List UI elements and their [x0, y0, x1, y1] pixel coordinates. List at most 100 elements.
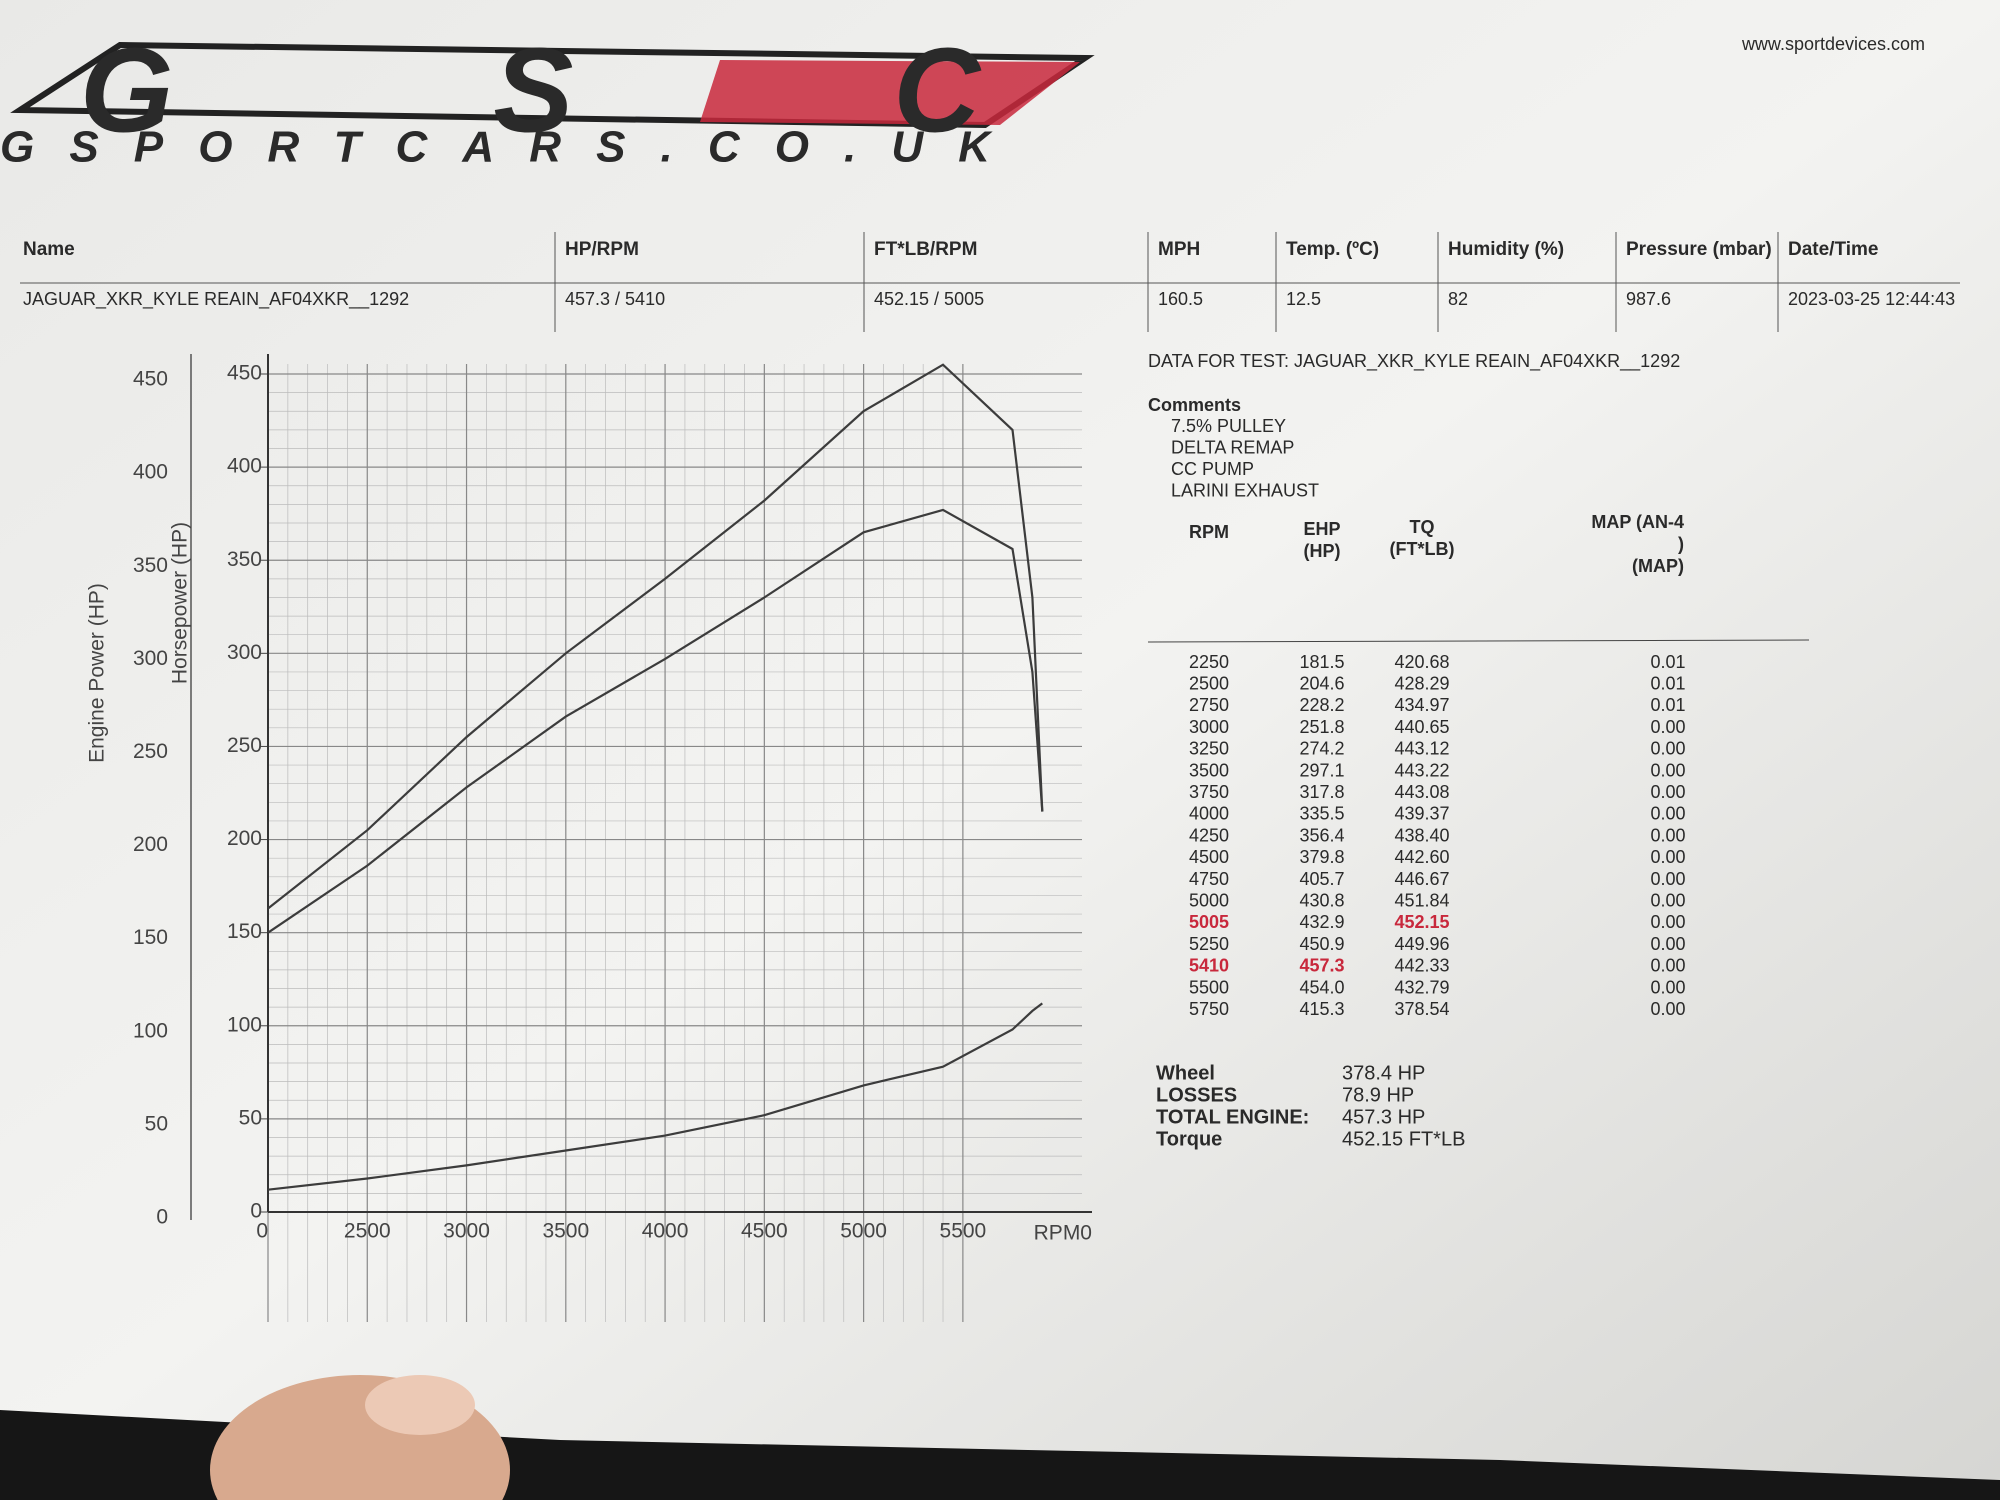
- y-tick-label: 50: [145, 1112, 168, 1135]
- table-cell: 415.3: [1299, 999, 1344, 1019]
- y2-tick-label: 250: [227, 734, 262, 757]
- summary-value: 378.4 HP: [1342, 1062, 1425, 1084]
- x-tick-label: 4000: [642, 1220, 689, 1243]
- table-cell: 2250: [1189, 652, 1229, 672]
- table-cell: 4750: [1189, 869, 1229, 889]
- table-cell: 0.01: [1650, 695, 1685, 715]
- table-cell: 0.00: [1650, 869, 1685, 889]
- summary-label: TOTAL ENGINE:: [1156, 1106, 1309, 1128]
- info-value: 457.3 / 5410: [565, 289, 665, 309]
- info-header: Pressure (mbar): [1626, 239, 1772, 260]
- table-cell: 5410: [1189, 956, 1229, 976]
- table-cell: 335.5: [1299, 804, 1344, 824]
- table-cell: 442.60: [1394, 847, 1449, 867]
- table-cell: 443.22: [1394, 760, 1449, 780]
- table-cell: 432.9: [1299, 912, 1344, 932]
- y-tick-label: 0: [156, 1206, 168, 1229]
- info-header: Temp. (ºC): [1286, 239, 1379, 260]
- info-value: 452.15 / 5005: [874, 289, 984, 309]
- y-tick-label: 350: [133, 554, 168, 577]
- content: Name JAGUAR_XKR_KYLE REAIN_AF04XKR__1292 H…: [20, 232, 1960, 1322]
- power-curve: [267, 508, 1044, 934]
- table-cell: 0.00: [1650, 760, 1685, 780]
- table-cell: 3000: [1189, 717, 1229, 737]
- info-value: JAGUAR_XKR_KYLE REAIN_AF04XKR__1292: [23, 289, 409, 310]
- summary-label: Torque: [1156, 1128, 1222, 1150]
- table-cell: 317.8: [1299, 782, 1344, 802]
- comments-title: Comments: [1148, 395, 1241, 415]
- x-tick-label: 3000: [443, 1220, 490, 1243]
- table-cell: 4000: [1189, 804, 1229, 824]
- table-cell: 442.33: [1394, 956, 1449, 976]
- y2-tick-label: 200: [227, 827, 262, 850]
- summary-label: LOSSES: [1156, 1084, 1237, 1106]
- table-header: EHP (HP): [1303, 519, 1340, 561]
- table-cell: 181.5: [1299, 652, 1344, 672]
- table-cell: 443.12: [1394, 739, 1449, 759]
- summary-value: 452.15 FT*LB: [1342, 1128, 1465, 1150]
- table-cell: 5250: [1189, 934, 1229, 954]
- table-cell: 5750: [1189, 999, 1229, 1019]
- y-tick-label: 400: [133, 461, 168, 484]
- table-cell: 5000: [1189, 890, 1229, 910]
- table-cell: 0.00: [1650, 825, 1685, 845]
- info-header: HP/RPM: [565, 239, 639, 260]
- table-cell: 0.00: [1650, 977, 1685, 997]
- table-cell: 4250: [1189, 825, 1229, 845]
- table-rule: [1147, 639, 1810, 643]
- info-header: Humidity (%): [1448, 239, 1564, 260]
- table-cell: 452.15: [1394, 912, 1449, 932]
- table-cell: 3250: [1189, 739, 1229, 759]
- table-header: RPM: [1189, 522, 1229, 542]
- y-tick-label: 250: [133, 740, 168, 763]
- table-cell: 2500: [1189, 673, 1229, 693]
- comment: 7.5% PULLEY: [1171, 416, 1286, 436]
- table-cell: 3500: [1189, 760, 1229, 780]
- table-cell: 0.00: [1650, 956, 1685, 976]
- table-cell: 0.01: [1650, 673, 1685, 693]
- info-header: Date/Time: [1788, 239, 1878, 260]
- table-cell: 356.4: [1299, 825, 1344, 845]
- table-cell: 0.00: [1650, 999, 1685, 1019]
- info-value: 12.5: [1286, 289, 1321, 309]
- y2-tick-label: 400: [227, 455, 262, 478]
- table-cell: 4500: [1189, 847, 1229, 867]
- table-cell: 0.00: [1650, 782, 1685, 802]
- y-axis-label: Engine Power (HP): [86, 583, 109, 763]
- table-cell: 438.40: [1394, 825, 1449, 845]
- table-cell: 450.9: [1299, 934, 1344, 954]
- table-cell: 0.00: [1650, 890, 1685, 910]
- logo: GSC GSPORTCARS.CO.UK: [0, 24, 1095, 172]
- table-cell: 0.01: [1650, 652, 1685, 672]
- y2-tick-label: 150: [227, 920, 262, 943]
- table-cell: 405.7: [1299, 869, 1344, 889]
- table-header: TQ (FT*LB): [1390, 517, 1455, 559]
- table-cell: 428.29: [1394, 673, 1449, 693]
- y2-tick-label: 450: [227, 362, 262, 385]
- y-tick-label: 200: [133, 833, 168, 856]
- table-cell: 5500: [1189, 977, 1229, 997]
- table-cell: 434.97: [1394, 695, 1449, 715]
- info-header: FT*LB/RPM: [874, 239, 977, 260]
- info-value: 82: [1448, 289, 1468, 309]
- table-cell: 443.08: [1394, 782, 1449, 802]
- table-cell: 451.84: [1394, 890, 1449, 910]
- table-cell: 3750: [1189, 782, 1229, 802]
- x-tick-label: 4500: [741, 1220, 788, 1243]
- table-cell: 297.1: [1299, 760, 1344, 780]
- y2-axis-label: Horsepower (HP): [169, 522, 192, 684]
- info-header: Name: [23, 239, 75, 260]
- y-tick-label: 100: [133, 1019, 168, 1042]
- info-value: 160.5: [1158, 289, 1203, 309]
- website: www.sportdevices.com: [1741, 34, 1925, 54]
- table-cell: 379.8: [1299, 847, 1344, 867]
- table-cell: 0.00: [1650, 804, 1685, 824]
- info-value: 987.6: [1626, 289, 1671, 309]
- x-tick-label: 2500: [344, 1220, 391, 1243]
- table-cell: 5005: [1189, 912, 1229, 932]
- table-cell: 432.79: [1394, 977, 1449, 997]
- table-cell: 439.37: [1394, 804, 1449, 824]
